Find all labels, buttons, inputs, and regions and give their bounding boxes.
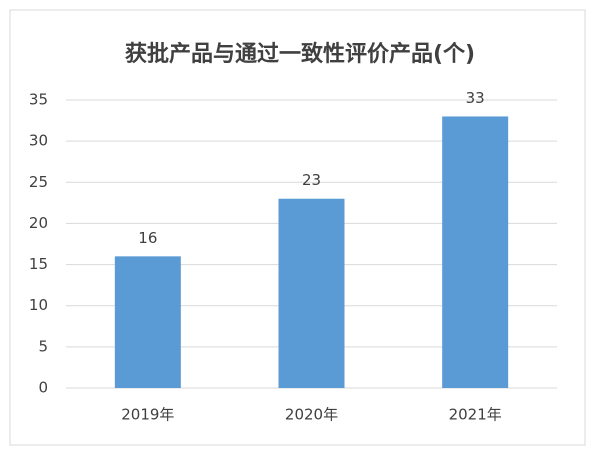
- y-tick-label: 25: [29, 173, 48, 191]
- y-tick-label: 35: [29, 91, 48, 109]
- bar: [278, 198, 345, 388]
- x-tick-label: 2021年: [449, 406, 502, 424]
- y-tick-label: 30: [29, 132, 48, 150]
- y-tick-label: 5: [38, 337, 48, 355]
- y-tick-label: 10: [29, 296, 48, 314]
- data-label: 23: [302, 171, 321, 189]
- data-label: 33: [466, 89, 485, 107]
- chart-title: 获批产品与通过一致性评价产品(个): [125, 41, 475, 67]
- data-label: 16: [138, 229, 157, 247]
- y-tick-label: 0: [38, 379, 48, 397]
- x-tick-label: 2020年: [285, 406, 338, 424]
- x-tick-label: 2019年: [121, 406, 174, 424]
- y-tick-label: 20: [29, 214, 48, 232]
- bar: [114, 256, 181, 388]
- y-tick-label: 15: [29, 255, 48, 273]
- bar: [442, 116, 509, 388]
